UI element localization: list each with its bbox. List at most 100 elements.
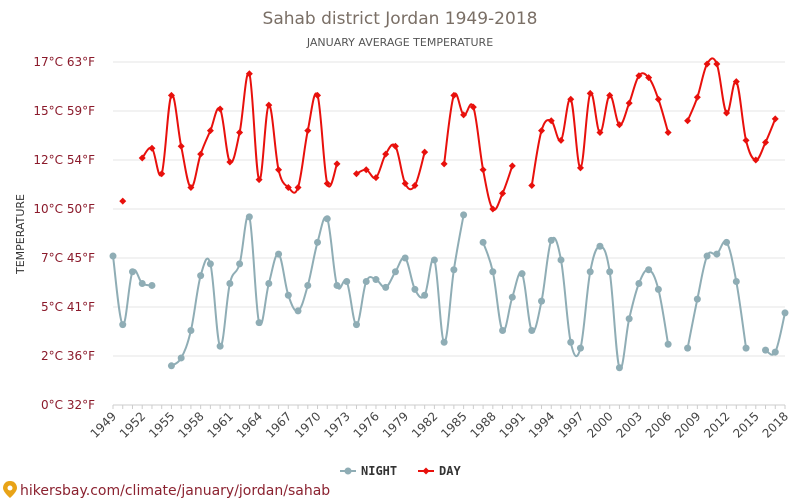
data-point-night[interactable] [226, 279, 234, 287]
data-point-night[interactable] [275, 250, 283, 258]
data-point-night[interactable] [489, 268, 497, 276]
data-point-day[interactable] [362, 166, 370, 174]
data-point-day[interactable] [119, 197, 127, 205]
source-footer[interactable]: hikersbay.com/climate/january/jordan/sah… [3, 481, 330, 499]
data-point-day[interactable] [606, 91, 614, 99]
data-point-day[interactable] [216, 105, 224, 113]
data-point-night[interactable] [206, 260, 214, 268]
data-point-night[interactable] [372, 276, 380, 284]
data-point-day[interactable] [752, 156, 760, 164]
data-point-day[interactable] [596, 129, 604, 137]
data-point-night[interactable] [294, 307, 302, 315]
data-point-day[interactable] [538, 127, 546, 135]
data-point-day[interactable] [284, 183, 292, 191]
data-point-night[interactable] [411, 285, 419, 293]
data-point-night[interactable] [771, 348, 779, 356]
data-point-day[interactable] [187, 183, 195, 191]
data-point-day[interactable] [713, 60, 721, 68]
data-point-day[interactable] [236, 129, 244, 137]
data-point-night[interactable] [684, 344, 692, 352]
data-point-day[interactable] [508, 162, 516, 170]
data-point-day[interactable] [635, 72, 643, 80]
data-point-night[interactable] [148, 281, 156, 289]
data-point-day[interactable] [352, 170, 360, 178]
data-point-night[interactable] [732, 278, 740, 286]
data-point-day[interactable] [245, 70, 253, 78]
data-point-day[interactable] [294, 183, 302, 191]
data-point-night[interactable] [177, 354, 185, 362]
data-point-night[interactable] [109, 252, 117, 260]
data-point-day[interactable] [732, 78, 740, 86]
legend-item-day[interactable]: DAY [418, 464, 461, 478]
data-point-night[interactable] [128, 268, 136, 276]
data-point-night[interactable] [567, 338, 575, 346]
data-point-night[interactable] [382, 283, 390, 291]
data-point-day[interactable] [197, 150, 205, 158]
data-point-night[interactable] [528, 327, 536, 335]
data-point-night[interactable] [547, 236, 555, 244]
data-point-night[interactable] [314, 238, 322, 246]
data-point-night[interactable] [362, 278, 370, 286]
data-point-night[interactable] [499, 327, 507, 335]
data-point-night[interactable] [479, 238, 487, 246]
data-point-night[interactable] [245, 213, 253, 221]
data-point-night[interactable] [586, 268, 594, 276]
data-point-night[interactable] [742, 344, 750, 352]
data-point-day[interactable] [372, 174, 380, 182]
data-point-day[interactable] [723, 109, 731, 117]
data-point-night[interactable] [323, 215, 331, 223]
data-point-night[interactable] [430, 256, 438, 264]
data-point-day[interactable] [684, 117, 692, 125]
data-point-night[interactable] [713, 250, 721, 258]
data-point-day[interactable] [421, 148, 429, 156]
data-point-day[interactable] [226, 158, 234, 166]
data-point-day[interactable] [323, 180, 331, 188]
data-point-day[interactable] [450, 91, 458, 99]
data-point-night[interactable] [596, 242, 604, 250]
data-point-day[interactable] [391, 142, 399, 150]
data-point-day[interactable] [654, 95, 662, 103]
data-point-day[interactable] [576, 164, 584, 172]
data-point-day[interactable] [469, 103, 477, 111]
data-point-night[interactable] [352, 321, 360, 329]
data-point-day[interactable] [499, 189, 507, 197]
data-point-day[interactable] [314, 91, 322, 99]
data-point-night[interactable] [781, 309, 789, 317]
data-point-night[interactable] [216, 342, 224, 350]
data-point-day[interactable] [557, 136, 565, 144]
data-point-night[interactable] [187, 327, 195, 335]
data-point-day[interactable] [304, 127, 312, 135]
data-point-night[interactable] [703, 252, 711, 260]
data-point-night[interactable] [664, 340, 672, 348]
data-point-day[interactable] [158, 170, 166, 178]
data-point-night[interactable] [615, 364, 623, 372]
data-point-night[interactable] [304, 281, 312, 289]
data-point-night[interactable] [723, 238, 731, 246]
data-point-night[interactable] [421, 291, 429, 299]
data-point-day[interactable] [703, 60, 711, 68]
data-point-night[interactable] [255, 319, 263, 327]
data-point-night[interactable] [645, 266, 653, 274]
data-point-night[interactable] [450, 266, 458, 274]
data-point-night[interactable] [762, 346, 770, 354]
data-point-night[interactable] [343, 278, 351, 286]
data-point-night[interactable] [635, 279, 643, 287]
data-point-day[interactable] [411, 181, 419, 189]
data-point-day[interactable] [547, 117, 555, 125]
data-point-day[interactable] [275, 166, 283, 174]
data-point-day[interactable] [567, 95, 575, 103]
data-point-night[interactable] [576, 344, 584, 352]
data-point-day[interactable] [586, 89, 594, 97]
data-point-night[interactable] [119, 321, 127, 329]
data-point-day[interactable] [664, 129, 672, 137]
data-point-day[interactable] [489, 205, 497, 213]
data-point-day[interactable] [333, 160, 341, 168]
data-point-day[interactable] [401, 180, 409, 188]
data-point-night[interactable] [538, 297, 546, 305]
data-point-night[interactable] [693, 295, 701, 303]
data-point-day[interactable] [742, 136, 750, 144]
data-point-night[interactable] [236, 260, 244, 268]
data-point-night[interactable] [167, 362, 175, 370]
data-point-night[interactable] [265, 279, 273, 287]
data-point-day[interactable] [148, 144, 156, 152]
